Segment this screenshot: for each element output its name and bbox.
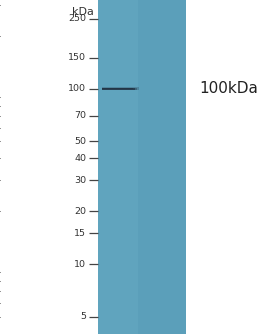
- Text: 250: 250: [68, 14, 86, 23]
- Bar: [102, 88, 137, 90]
- Bar: [102, 88, 135, 90]
- Text: 150: 150: [68, 53, 86, 62]
- Bar: [102, 88, 133, 90]
- Text: 70: 70: [74, 111, 86, 120]
- Text: 20: 20: [74, 207, 86, 216]
- Bar: [102, 88, 139, 90]
- Text: 100: 100: [68, 84, 86, 93]
- Text: kDa: kDa: [72, 7, 94, 17]
- Text: 40: 40: [74, 154, 86, 163]
- Text: 15: 15: [74, 229, 86, 238]
- Text: 10: 10: [74, 260, 86, 269]
- Text: 50: 50: [74, 137, 86, 146]
- Text: 5: 5: [80, 313, 86, 322]
- Bar: [98, 0, 186, 334]
- Text: 100kDa: 100kDa: [199, 81, 258, 96]
- Text: 30: 30: [74, 176, 86, 185]
- Bar: [98, 0, 138, 334]
